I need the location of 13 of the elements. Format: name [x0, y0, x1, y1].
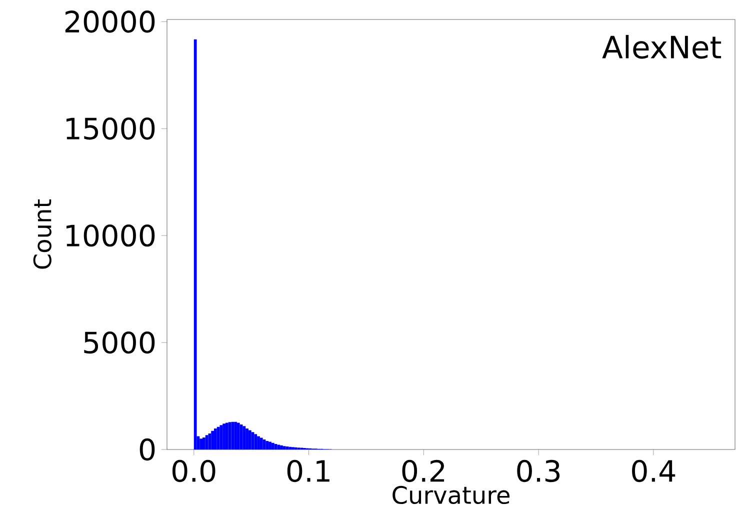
- x-tick-label: 0.0: [172, 460, 216, 482]
- x-axis-title: Curvature: [392, 486, 510, 504]
- y-tick-label: 0: [140, 438, 155, 461]
- x-tick-label: 0.3: [517, 460, 560, 482]
- y-tick-label: 10000: [66, 224, 155, 247]
- x-tick-label: 0.2: [402, 460, 444, 482]
- annotation: AlexNet: [602, 34, 722, 59]
- y-tick-label: 5000: [84, 331, 155, 354]
- x-tick-label: 0.4: [632, 460, 676, 482]
- y-axis-title: Count: [33, 199, 52, 269]
- x-tick-label: 0.1: [287, 460, 330, 482]
- y-tick-label: 20000: [65, 10, 155, 33]
- y-tick-label: 15000: [66, 118, 155, 140]
